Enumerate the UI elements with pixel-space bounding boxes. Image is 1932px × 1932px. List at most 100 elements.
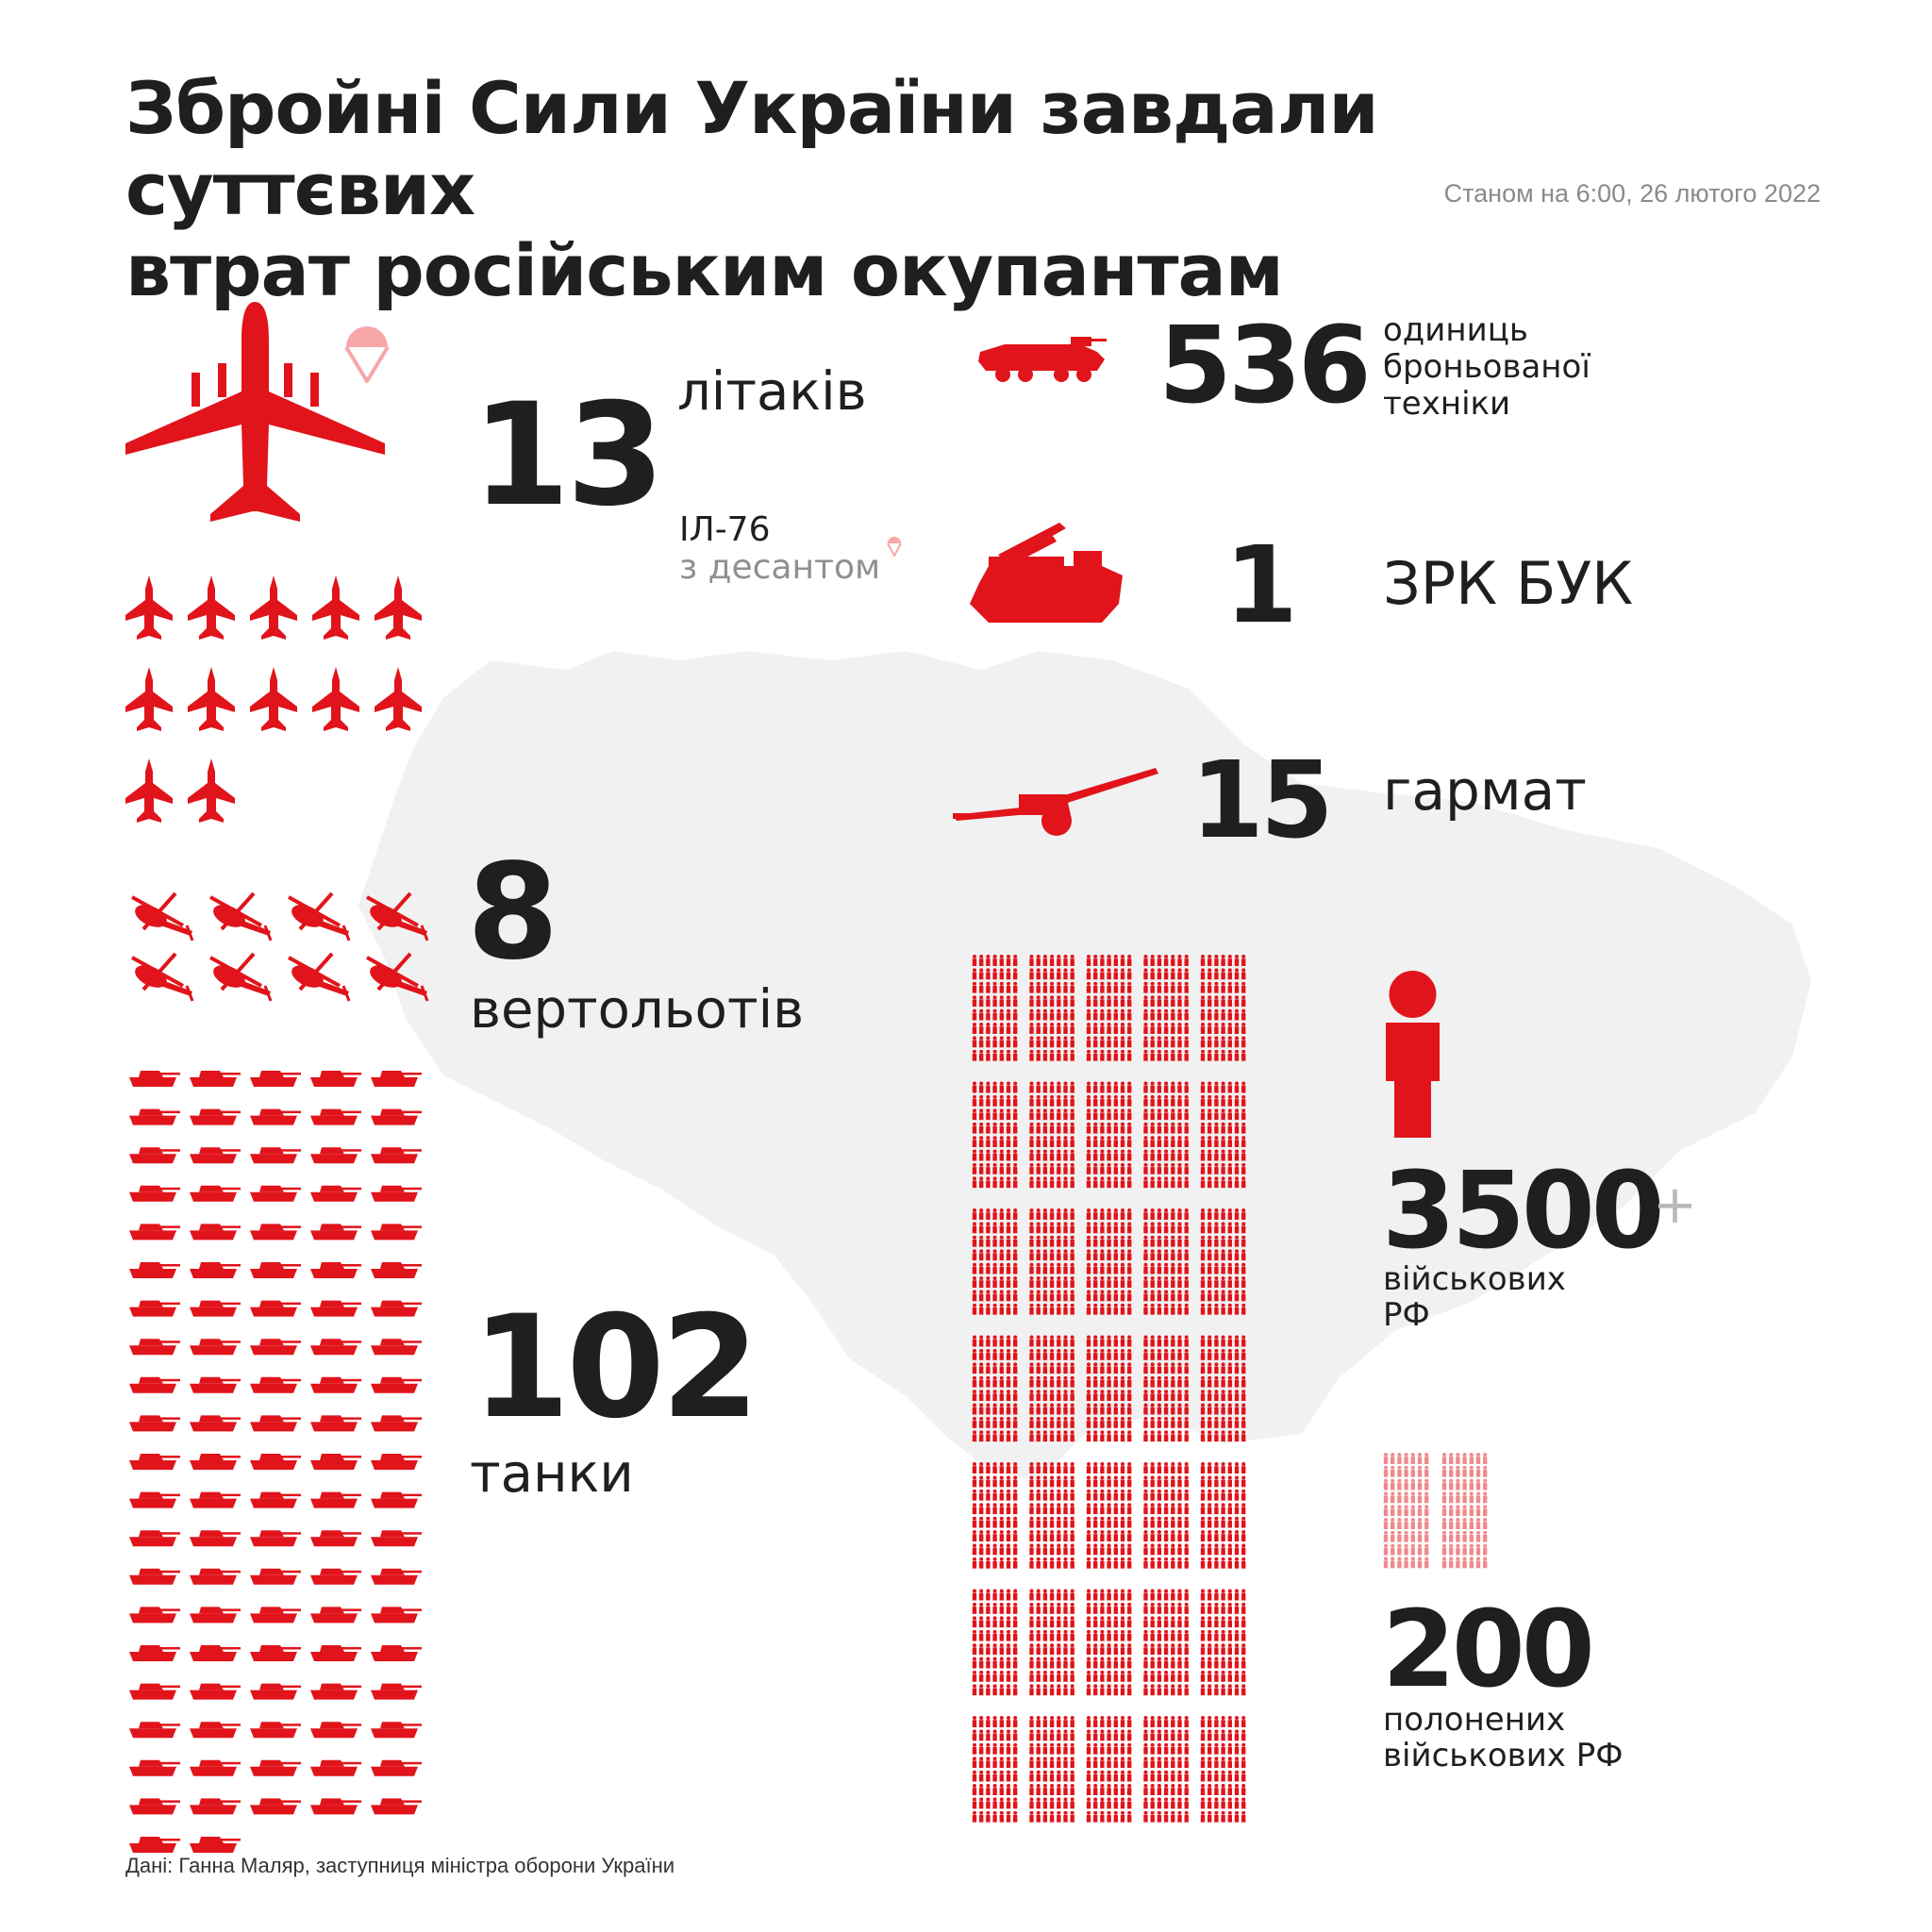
fighter-jet-icon (188, 758, 235, 823)
tank-icon (371, 1300, 422, 1317)
planes-note-landing: з десантом (679, 548, 881, 587)
soldier-unit-block (1029, 1589, 1074, 1696)
title-line-1: Збройні Сили України завдали суттєвих (125, 66, 1379, 231)
tank-icon (371, 1071, 422, 1087)
tank-icon (310, 1185, 361, 1202)
soldiers-label-line-1: військових (1383, 1260, 1566, 1298)
tank-icon (310, 1071, 361, 1087)
soldier-unit-block (1086, 955, 1132, 1061)
fighter-jet-icon (312, 575, 359, 640)
tank-icon (310, 1108, 361, 1125)
soldier-unit-block (1086, 1462, 1132, 1569)
tank-icon (129, 1530, 180, 1547)
tank-icon (190, 1071, 241, 1087)
soldier-unit-block (1200, 1716, 1246, 1823)
small-parachute-icon (887, 537, 902, 557)
soldier-unit-block (1200, 1462, 1246, 1569)
tank-icon (129, 1415, 180, 1432)
tank-icon (310, 1376, 361, 1393)
prisoner-unit-block (1383, 1453, 1429, 1569)
soldier-unit-block (1143, 1208, 1189, 1315)
helicopter-icon (366, 891, 429, 941)
tank-icon (129, 1262, 180, 1278)
soldier-unit-block (1086, 1589, 1132, 1696)
soldier-unit-block (1143, 1716, 1189, 1823)
tank-icon (129, 1071, 180, 1087)
tank-icon (371, 1415, 422, 1432)
tank-icon (129, 1568, 180, 1585)
tank-icon (250, 1185, 301, 1202)
page-title: Збройні Сили України завдали суттєвих вт… (125, 68, 1654, 311)
soldier-unit-block (1143, 1081, 1189, 1189)
tank-icon (250, 1491, 301, 1508)
soldier-unit-block (1086, 1335, 1132, 1442)
tank-icon (371, 1454, 422, 1470)
tank-icon (190, 1147, 241, 1164)
tank-icon (371, 1262, 422, 1278)
tank-icon (310, 1491, 361, 1508)
tank-icon (129, 1491, 180, 1508)
soldier-unit-block (972, 1335, 1018, 1442)
tank-icon (129, 1185, 180, 1202)
tank-icon (250, 1262, 301, 1278)
fighter-jet-icon (125, 758, 173, 823)
tank-icon (190, 1491, 241, 1508)
prisoners-label-line-1: полонених (1383, 1701, 1566, 1739)
tank-icon (371, 1108, 422, 1125)
data-source-note: Дані: Ганна Маляр, заступниця міністра о… (125, 1854, 675, 1877)
transport-plane-icon (125, 302, 385, 522)
tank-icon (190, 1108, 241, 1125)
soldier-unit-block (1029, 1462, 1074, 1569)
tank-icon (310, 1300, 361, 1317)
tank-icon (190, 1224, 241, 1241)
helicopter-icon (288, 891, 351, 941)
tank-icon (190, 1530, 241, 1547)
planes-label: літаків (677, 361, 867, 423)
prisoner-unit-block (1441, 1453, 1488, 1569)
helicopter-icon (288, 952, 351, 1002)
soldier-unit-block (972, 1589, 1018, 1696)
soldier-unit-block (1200, 1589, 1246, 1696)
tank-icon (250, 1071, 301, 1087)
soldier-unit-block (1029, 955, 1074, 1061)
title-line-2: втрат російським окупантам (125, 228, 1284, 312)
tank-icon (250, 1108, 301, 1125)
tank-icon (129, 1376, 180, 1393)
parachute-icon (344, 326, 390, 383)
fighter-jet-icon (250, 575, 297, 640)
tank-icon (371, 1185, 422, 1202)
tank-icon (371, 1224, 422, 1241)
tank-icon (371, 1147, 422, 1164)
tank-icon (129, 1224, 180, 1241)
prisoners-label-line-2: військових РФ (1383, 1737, 1624, 1774)
soldier-unit-block (1200, 1335, 1246, 1442)
soldiers-plus-sign: + (1653, 1174, 1697, 1236)
prisoners-count: 200 (1382, 1589, 1595, 1711)
tank-icon (129, 1339, 180, 1356)
fighter-jet-icon (188, 667, 235, 731)
soldier-unit-block (1200, 1081, 1246, 1189)
helicopters-label: вертольотів (470, 979, 805, 1041)
helicopters-count: 8 (467, 836, 558, 990)
helicopter-icon (366, 952, 429, 1002)
soldier-unit-block (1029, 1208, 1074, 1315)
soldier-unit-block (972, 955, 1018, 1061)
tank-icon (371, 1339, 422, 1356)
soldier-unit-block (1029, 1335, 1074, 1442)
helicopter-icon (131, 952, 194, 1002)
tank-icon (310, 1454, 361, 1470)
tank-icon (371, 1376, 422, 1393)
tank-icon (190, 1262, 241, 1278)
soldier-unit-block (1086, 1081, 1132, 1189)
tank-icon (250, 1339, 301, 1356)
tank-icon (310, 1147, 361, 1164)
tank-icon (310, 1415, 361, 1432)
tank-icon (250, 1415, 301, 1432)
soldier-unit-block (1200, 955, 1246, 1061)
tank-icon (250, 1147, 301, 1164)
soldier-unit-block (1029, 1716, 1074, 1823)
